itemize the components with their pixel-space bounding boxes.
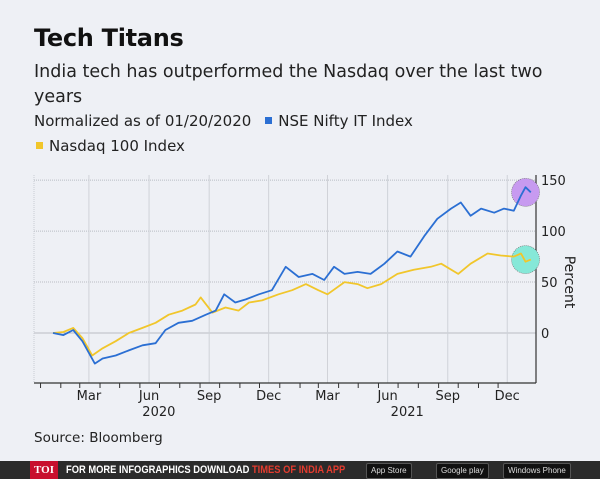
toi-logo: TOI xyxy=(30,461,58,479)
y-tick-label: 0 xyxy=(541,327,549,342)
app-download-banner[interactable]: TOI FOR MORE INFOGRAPHICS DOWNLOAD TIMES… xyxy=(0,461,600,479)
legend-swatch-nasdaq xyxy=(36,142,43,149)
x-tick-label: Dec xyxy=(256,389,281,404)
source-note: Source: Bloomberg xyxy=(34,430,163,446)
x-tick-label: Dec xyxy=(495,389,520,404)
legend-row-2: Nasdaq 100 Index xyxy=(34,137,185,155)
legend-swatch-nifty xyxy=(265,117,273,124)
app-store-badge[interactable]: App Store xyxy=(366,463,412,479)
banner-app-name: TIMES OF INDIA APP xyxy=(251,464,346,476)
series-line-nifty-it xyxy=(52,186,532,365)
x-tick-label: Mar xyxy=(77,389,102,404)
x-tick-label: Jun xyxy=(376,389,397,404)
highlight-circle-nifty xyxy=(511,178,540,207)
x-tick-label: Sep xyxy=(436,389,461,404)
normalization-note: Normalized as of 01/20/2020 xyxy=(34,112,252,130)
highlight-circle-nasdaq xyxy=(511,245,540,274)
y-tick-label: 150 xyxy=(541,174,566,189)
chart-title: Tech Titans xyxy=(34,24,184,52)
legend-label-nifty: NSE Nifty IT Index xyxy=(278,112,413,130)
series-line-nasdaq-100 xyxy=(52,252,532,357)
y-tick-label: 50 xyxy=(541,276,558,291)
banner-text: FOR MORE INFOGRAPHICS DOWNLOAD TIMES OF … xyxy=(66,464,345,476)
year-label: 2020 xyxy=(142,405,175,420)
chart-subtitle: India tech has outperformed the Nasdaq o… xyxy=(34,62,543,107)
banner-text-main: FOR MORE INFOGRAPHICS DOWNLOAD xyxy=(65,464,250,476)
y-tick-label: 100 xyxy=(541,225,566,240)
y-axis-label: Percent xyxy=(561,256,577,309)
x-tick-label: Sep xyxy=(197,389,222,404)
legend-row-1: Normalized as of 01/20/2020 NSE Nifty IT … xyxy=(34,112,413,130)
x-tick-label: Jun xyxy=(138,389,159,404)
line-chart: 0 50 100 150 Mar Jun Sep Dec Mar Jun Sep Dec 2020 202… xyxy=(33,174,577,420)
year-label: 2021 xyxy=(391,405,424,420)
x-tick-label: Mar xyxy=(315,389,340,404)
google-play-badge[interactable]: Google play xyxy=(436,463,489,479)
legend-label-nasdaq: Nasdaq 100 Index xyxy=(49,137,185,155)
windows-phone-badge[interactable]: Windows Phone xyxy=(503,463,571,479)
